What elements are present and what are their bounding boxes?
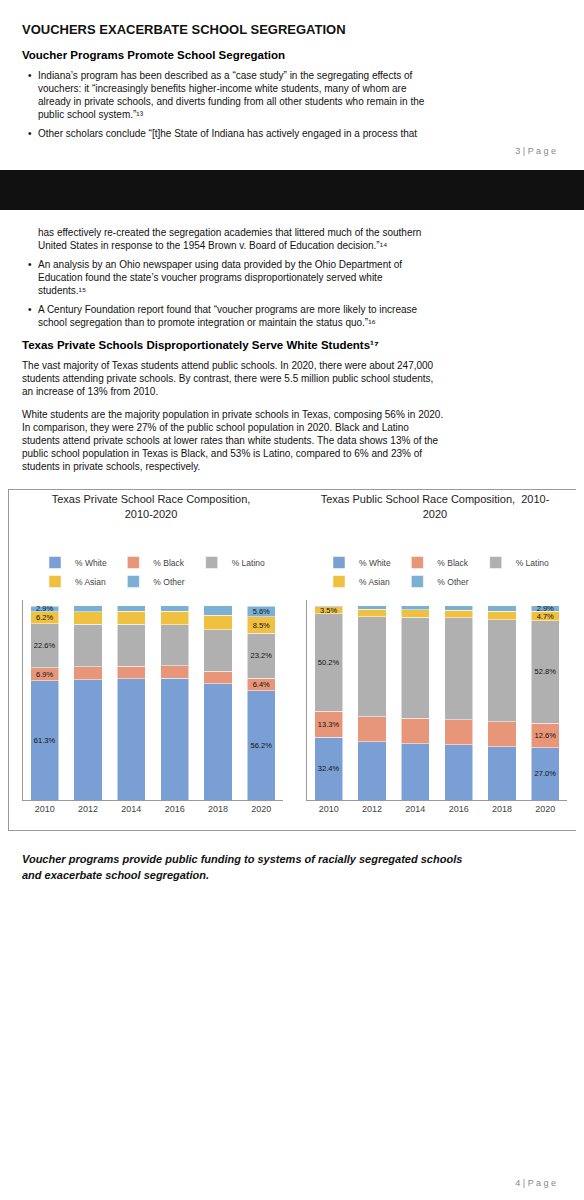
html-text:and exacerbate school segregat: and exacerbate school segregation.: [22, 869, 210, 881]
svg-text:2016: 2016: [165, 804, 185, 814]
html-text:Indiana’s program has been des: Indiana’s program has been described as …: [38, 70, 413, 81]
svg-text:2020: 2020: [251, 804, 271, 814]
svg-text:2012: 2012: [362, 804, 382, 814]
svg-text:2016: 2016: [449, 804, 469, 814]
svg-text:4.7%: 4.7%: [537, 612, 554, 621]
svg-text:52.8%: 52.8%: [535, 667, 557, 676]
svg-text:27.0%: 27.0%: [535, 769, 557, 778]
svg-text:2010: 2010: [35, 804, 55, 814]
svg-text:% White: % White: [359, 558, 391, 568]
svg-text:2.9%: 2.9%: [537, 604, 554, 613]
svg-text:2012: 2012: [78, 804, 98, 814]
svg-text:2018: 2018: [492, 804, 512, 814]
html-text:Texas Private Schools Dispropo: Texas Private Schools Disproportionately…: [22, 339, 379, 351]
svg-text:% Asian: % Asian: [359, 577, 390, 587]
html-text:United States in response to t: United States in response to the 1954 Br…: [38, 240, 388, 251]
svg-text:22.6%: 22.6%: [34, 641, 56, 650]
svg-text:2014: 2014: [405, 804, 425, 814]
svg-text:2020: 2020: [535, 804, 555, 814]
html-text:public school system.”¹³: public school system.”¹³: [38, 109, 143, 120]
html-text:public school population in Te: public school population in Texas is Bla…: [22, 448, 423, 459]
svg-text:6.4%: 6.4%: [253, 680, 270, 689]
html-text:White students are the majorit: White students are the majority populati…: [22, 409, 444, 420]
html-text:The vast majority of Texas stu: The vast majority of Texas students atte…: [22, 360, 434, 371]
html-text:students attend private school: students attend private schools at lower…: [22, 435, 439, 446]
html-text:4 | P a g e: 4 | P a g e: [515, 1178, 556, 1188]
html-text:In comparison, they were 27% o: In comparison, they were 27% of the publ…: [22, 422, 409, 433]
svg-text:% Black: % Black: [437, 558, 468, 568]
html-text:Voucher Programs Promote Schoo: Voucher Programs Promote School Segregat…: [22, 49, 286, 61]
svg-text:12.6%: 12.6%: [535, 731, 557, 740]
html-text:Voucher programs provide publi: Voucher programs provide public funding …: [22, 853, 463, 865]
html-text:already in private schools, an: already in private schools, and diverts …: [38, 96, 425, 107]
html-text:VOUCHERS EXACERBATE SCHOOL SEG: VOUCHERS EXACERBATE SCHOOL SEGREGATION: [22, 22, 346, 37]
svg-text:2014: 2014: [121, 804, 141, 814]
svg-text:% Latino: % Latino: [516, 558, 549, 568]
html-text:students attending private sch: students attending private schools. By c…: [22, 373, 434, 384]
html-text:an increase of 13% from 2010.: an increase of 13% from 2010.: [22, 386, 159, 397]
svg-text:13.3%: 13.3%: [318, 720, 340, 729]
html-text:3 | P a g e: 3 | P a g e: [515, 146, 556, 156]
svg-text:% Asian: % Asian: [75, 577, 106, 587]
svg-text:% Latino: % Latino: [232, 558, 265, 568]
svg-text:% White: % White: [75, 558, 107, 568]
html-text:An analysis by an Ohio newspap: An analysis by an Ohio newspaper using d…: [38, 259, 403, 270]
svg-text:61.3%: 61.3%: [34, 736, 56, 745]
svg-text:2.9%: 2.9%: [36, 604, 53, 613]
html-text:Other scholars conclude “[t]he: Other scholars conclude “[t]he State of …: [38, 128, 418, 139]
svg-text:6.9%: 6.9%: [36, 670, 53, 679]
html-text:students.¹⁵: students.¹⁵: [38, 285, 87, 296]
svg-text:32.4%: 32.4%: [318, 764, 340, 773]
html-text:has effectively re-created the: has effectively re-created the segregati…: [38, 227, 422, 238]
svg-text:56.2%: 56.2%: [251, 741, 273, 750]
svg-text:2018: 2018: [208, 804, 228, 814]
svg-text:23.2%: 23.2%: [251, 651, 273, 660]
svg-text:5.6%: 5.6%: [253, 607, 270, 616]
svg-text:8.5%: 8.5%: [253, 621, 270, 630]
html-text:school segregation than to pro: school segregation than to promote integ…: [38, 317, 376, 328]
html-text:Education found the state’s vo: Education found the state’s voucher prog…: [38, 272, 383, 283]
svg-text:3.5%: 3.5%: [320, 606, 337, 615]
svg-text:2010: 2010: [319, 804, 339, 814]
svg-text:% Other: % Other: [437, 577, 468, 587]
html-text:vouchers: it “increasingly ben: vouchers: it “increasingly benefits high…: [38, 83, 407, 94]
html-text:A Century Foundation report fo: A Century Foundation report found that “…: [38, 304, 418, 315]
svg-text:50.2%: 50.2%: [318, 658, 340, 667]
svg-text:6.2%: 6.2%: [36, 613, 53, 622]
svg-text:Texas Public School Race Compo: Texas Public School Race Composition, 20…: [321, 493, 550, 519]
svg-text:% Black: % Black: [153, 558, 184, 568]
svg-text:Texas Private School Race Comp: Texas Private School Race Composition,20…: [52, 493, 251, 519]
html-text:students in private schools, r: students in private schools, respectivel…: [22, 461, 201, 472]
svg-text:% Other: % Other: [153, 577, 184, 587]
